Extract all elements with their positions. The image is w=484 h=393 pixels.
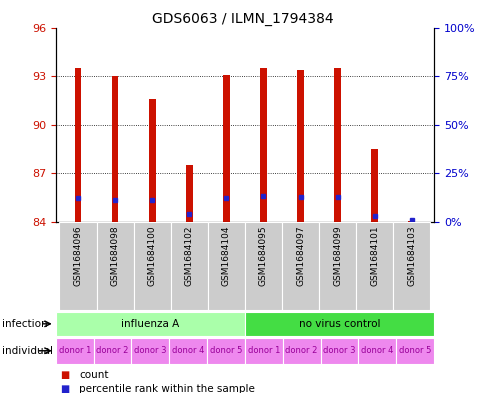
Bar: [281, 222, 318, 310]
Bar: [318, 222, 355, 310]
Text: GSM1684102: GSM1684102: [184, 226, 194, 286]
Bar: [333, 68, 340, 222]
Bar: [244, 312, 433, 336]
Bar: [131, 338, 169, 364]
Text: donor 4: donor 4: [172, 346, 204, 355]
Text: GSM1684101: GSM1684101: [369, 226, 378, 286]
Text: influenza A: influenza A: [121, 319, 179, 329]
Text: donor 5: donor 5: [210, 346, 242, 355]
Text: individual: individual: [2, 346, 53, 356]
Bar: [93, 338, 131, 364]
Text: GSM1684104: GSM1684104: [221, 226, 230, 286]
Text: GSM1684096: GSM1684096: [74, 226, 82, 286]
Text: GSM1684098: GSM1684098: [110, 226, 120, 286]
Text: donor 5: donor 5: [398, 346, 430, 355]
Bar: [371, 149, 378, 222]
Bar: [169, 338, 207, 364]
Bar: [393, 222, 429, 310]
Bar: [244, 222, 281, 310]
Bar: [355, 222, 393, 310]
Bar: [96, 222, 134, 310]
Bar: [408, 221, 414, 222]
Bar: [282, 338, 320, 364]
Bar: [223, 75, 229, 222]
Text: ■: ■: [60, 370, 70, 380]
Bar: [358, 338, 395, 364]
Text: donor 1: donor 1: [59, 346, 91, 355]
Bar: [207, 338, 244, 364]
Bar: [111, 76, 118, 222]
Bar: [395, 338, 433, 364]
Text: donor 4: donor 4: [361, 346, 393, 355]
Text: donor 1: donor 1: [247, 346, 279, 355]
Text: GDS6063 / ILMN_1794384: GDS6063 / ILMN_1794384: [151, 12, 333, 26]
Text: donor 3: donor 3: [322, 346, 355, 355]
Text: GSM1684095: GSM1684095: [258, 226, 268, 286]
Bar: [208, 222, 244, 310]
Bar: [56, 312, 244, 336]
Bar: [259, 68, 266, 222]
Text: percentile rank within the sample: percentile rank within the sample: [79, 384, 255, 393]
Bar: [320, 338, 358, 364]
Bar: [244, 338, 282, 364]
Bar: [185, 165, 192, 222]
Bar: [149, 99, 155, 222]
Bar: [75, 68, 81, 222]
Text: donor 3: donor 3: [134, 346, 166, 355]
Bar: [60, 222, 96, 310]
Text: count: count: [79, 370, 108, 380]
Text: donor 2: donor 2: [285, 346, 317, 355]
Text: no virus control: no virus control: [298, 319, 379, 329]
Bar: [56, 338, 93, 364]
Text: GSM1684103: GSM1684103: [407, 226, 415, 286]
Text: GSM1684100: GSM1684100: [148, 226, 156, 286]
Text: GSM1684097: GSM1684097: [295, 226, 304, 286]
Bar: [134, 222, 170, 310]
Bar: [297, 70, 303, 222]
Bar: [170, 222, 208, 310]
Text: infection: infection: [2, 319, 48, 329]
Text: donor 2: donor 2: [96, 346, 128, 355]
Text: GSM1684099: GSM1684099: [333, 226, 341, 286]
Text: ■: ■: [60, 384, 70, 393]
